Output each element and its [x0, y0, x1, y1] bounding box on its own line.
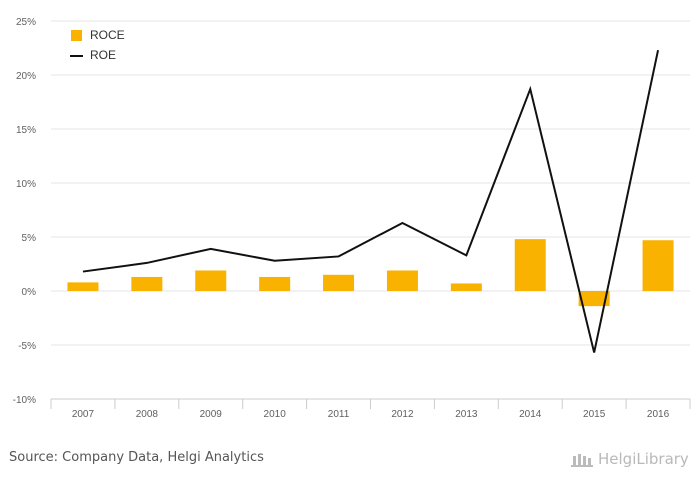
y-tick-label: 10% [16, 179, 36, 190]
y-tick-label: 15% [16, 125, 36, 136]
brand-logo[interactable]: HelgiLibrary [570, 448, 689, 470]
x-tick-label: 2013 [455, 409, 478, 420]
roce-bar [131, 276, 163, 291]
y-tick-label: -10% [13, 395, 36, 406]
x-tick-label: 2012 [391, 409, 414, 420]
legend-label: ROCE [90, 28, 125, 42]
x-tick-label: 2015 [583, 409, 606, 420]
roce-bars [67, 239, 674, 307]
roe-line-group [82, 49, 660, 353]
library-building-icon [571, 454, 593, 467]
y-tick-label: 5% [22, 233, 37, 244]
x-tick-label: 2016 [647, 409, 670, 420]
roce-bar [450, 283, 482, 291]
legend-label: ROE [90, 48, 116, 62]
y-axis: -10% -5% 0% 5% 10% 15% 20% 25% [13, 17, 36, 406]
roce-bar [195, 270, 227, 291]
x-tick-label: 2014 [519, 409, 542, 420]
y-tick-label: 25% [16, 17, 36, 28]
roce-bar [642, 240, 674, 291]
roce-bar [259, 276, 291, 291]
y-tick-label: 0% [22, 287, 37, 298]
x-tick-label: 2011 [328, 409, 350, 420]
legend[interactable]: ROCE ROE [70, 28, 125, 62]
roce-bar [323, 274, 355, 291]
roce-bar [67, 282, 99, 291]
legend-swatch-roce [71, 30, 82, 41]
source-note: Source: Company Data, Helgi Analytics [9, 450, 264, 465]
roce-bar [514, 239, 546, 291]
x-tick-label: 2010 [264, 409, 287, 420]
x-axis: 2007 2008 2009 2010 2011 2012 2013 2014 2015 2016 [50, 398, 691, 420]
x-tick-label: 2009 [200, 409, 223, 420]
x-tick-label: 2007 [72, 409, 95, 420]
roce-bar [386, 270, 418, 291]
brand-name: HelgiLibrary [598, 450, 689, 468]
roe-line [82, 49, 660, 353]
x-tick-label: 2008 [136, 409, 159, 420]
grid-lines [51, 20, 690, 400]
roce-bar [578, 291, 610, 307]
y-tick-label: -5% [18, 341, 36, 352]
y-tick-label: 20% [16, 71, 36, 82]
